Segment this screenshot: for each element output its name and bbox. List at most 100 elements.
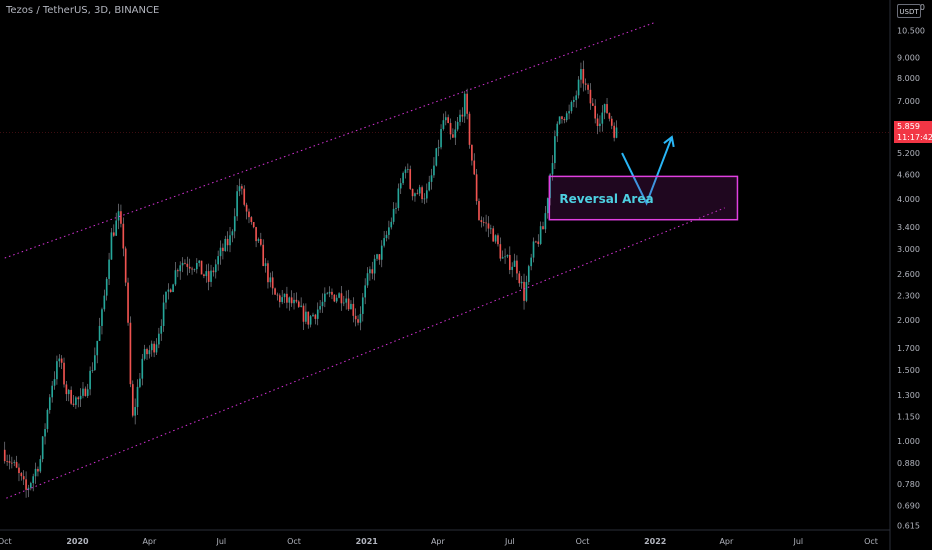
candlestick-series[interactable] [3,60,618,498]
candle-body [525,282,528,301]
candle-body [70,389,72,404]
candle-body [409,169,412,189]
candle-body [27,487,30,490]
candle-body [532,241,535,258]
candle-body [146,349,148,355]
last-price-label: 5.859 11:17:42 [894,121,932,144]
candle-body [430,175,433,182]
candle-body [354,315,357,320]
candle-body [414,193,416,197]
candle-body [105,278,108,296]
candle-body [262,244,265,267]
candle-body [103,295,106,310]
candle-body [556,123,559,137]
candle-body [252,222,255,228]
candle-body [115,220,118,236]
candle-body [392,208,395,222]
candle-body [563,118,566,121]
candle-body [399,183,402,189]
candle-body [482,221,485,223]
candle-body [269,277,272,283]
candle-body [226,238,229,246]
candle-body [193,269,196,270]
candle-body [134,407,136,416]
y-tick-label: 9.000 [897,53,920,62]
candle-body [120,211,122,224]
candle-body [596,118,599,127]
candle-body [546,198,549,214]
candle-body [454,129,457,138]
candle-body [369,269,371,274]
reversal-zone-label: Reversal Area [559,192,653,206]
candle-body [8,461,11,463]
candle-body [615,127,618,138]
drawing-overlays[interactable]: Reversal Area [0,21,890,499]
currency-button[interactable]: USDT [897,4,921,18]
candle-body [309,316,312,325]
candle-body [340,293,343,304]
y-tick-label: 0.880 [897,459,920,468]
candle-body [124,248,127,283]
candle-body [499,244,502,259]
candle-body [229,235,231,246]
candle-body [551,163,554,175]
candle-body [245,204,248,212]
candle-body [487,223,490,229]
candle-body [305,311,307,322]
symbol-title: Tezos / TetherUS, 3D, BINANCE [6,5,160,16]
candle-body [150,343,153,351]
candle-body [53,379,56,386]
candle-body [549,174,551,199]
candle-body [212,270,215,273]
candle-body [236,191,238,217]
candle-body [155,344,158,353]
candle-body [96,340,99,356]
candle-body [459,114,461,122]
candle-body [513,260,516,267]
candle-body [307,311,310,325]
candle-body [60,358,63,363]
candle-body [44,429,46,437]
candle-body [34,468,37,477]
y-tick-label: 1.500 [897,366,920,375]
candle-body [302,305,305,322]
candle-body [84,388,87,396]
candle-body [136,386,139,408]
candle-body [475,174,478,202]
candle-body [231,231,234,236]
candle-body [324,293,326,302]
candle-body [603,104,606,113]
candle-body [326,293,329,295]
candle-body [606,104,608,114]
candle-body [3,449,6,462]
candle-body [423,198,426,200]
candle-body [319,306,321,310]
y-tick-label: 1.700 [897,344,920,353]
candle-body [416,193,419,195]
candle-body [506,254,509,257]
candle-body [335,297,338,302]
candle-body [437,147,440,149]
candle-body [361,297,364,314]
candle-body [573,100,575,102]
candle-body [210,270,212,282]
y-tick-label: 3.400 [897,223,920,232]
candle-body [86,389,89,396]
candle-body [112,232,115,236]
channel-lower-line [6,207,725,499]
candle-body [385,234,388,239]
candle-body [117,211,120,221]
candle-body [214,264,217,273]
candle-body [342,302,345,304]
candle-body [20,473,23,477]
candle-body [179,265,182,272]
candle-body [530,257,532,267]
x-tick-label: Apr [431,537,446,546]
candle-body [37,468,39,472]
candle-body [58,358,61,362]
candle-body [542,226,544,230]
candle-body [471,144,473,161]
candle-body [89,370,91,390]
candle-body [511,266,514,270]
